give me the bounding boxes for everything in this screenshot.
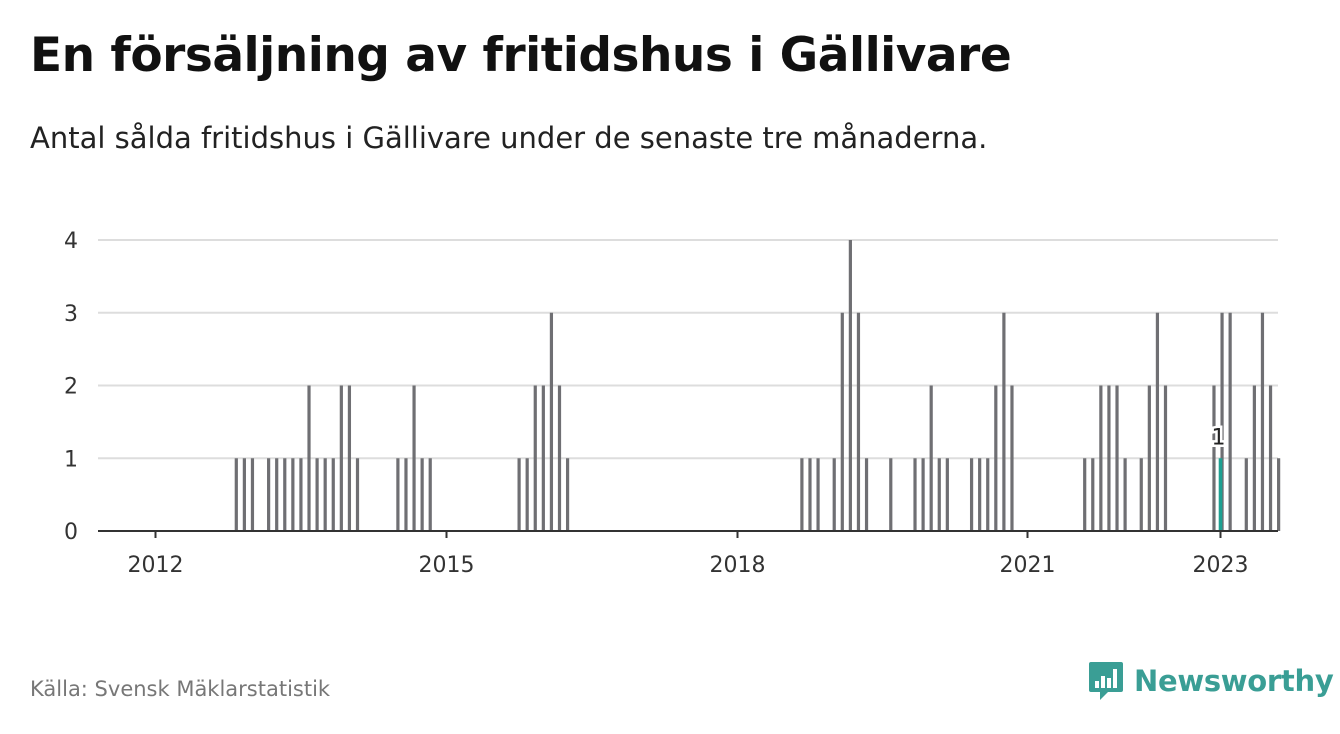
bar (1260, 312, 1265, 531)
highlight-value-label: 1 (1212, 425, 1226, 450)
brand-name: Newsworthy (1134, 664, 1334, 698)
bar (921, 458, 925, 531)
bar (275, 458, 279, 531)
bar (291, 458, 295, 531)
bar (848, 240, 852, 531)
x-tick-label: 2023 (1193, 553, 1249, 578)
chart-title: En försäljning av fritidshus i Gällivare (30, 28, 1012, 83)
bar (549, 312, 554, 531)
bar (315, 458, 319, 531)
bar (404, 458, 408, 531)
bar (1123, 458, 1127, 531)
bar (986, 458, 990, 531)
bar (1220, 312, 1224, 531)
bar (299, 458, 303, 531)
bar (355, 458, 360, 531)
bar (937, 458, 941, 531)
bar (856, 312, 861, 531)
y-tick-label: 1 (64, 447, 78, 472)
bar (323, 458, 327, 531)
bar (541, 385, 545, 531)
bar (557, 385, 562, 531)
bar (889, 458, 893, 531)
y-tick-label: 3 (64, 302, 78, 327)
bar (565, 458, 570, 531)
bar (347, 385, 352, 531)
bar (816, 458, 820, 531)
bar (1002, 312, 1006, 531)
x-tick-label: 2015 (419, 553, 475, 578)
bar (978, 458, 982, 531)
y-tick-label: 0 (64, 520, 78, 545)
bar (331, 458, 335, 531)
source-label: Källa: Svensk Mäklarstatistik (30, 677, 331, 701)
x-tick-label: 2012 (128, 553, 184, 578)
bar (420, 458, 424, 531)
bar (832, 458, 836, 531)
bar (1163, 385, 1168, 531)
bar (1277, 458, 1281, 531)
bar (1252, 385, 1256, 531)
newsworthy-icon (1089, 662, 1123, 700)
bar-highlight (1218, 458, 1223, 531)
chart-subtitle: Antal sålda fritidshus i Gällivare under… (30, 121, 988, 155)
bar (267, 458, 271, 531)
bar (994, 385, 998, 531)
bar (242, 458, 246, 531)
bar (339, 385, 343, 531)
bar (945, 458, 949, 531)
newsworthy-logo[interactable]: Newsworthy (1088, 660, 1334, 702)
bar (517, 458, 521, 531)
y-tick-label: 2 (64, 375, 78, 400)
bar (840, 312, 844, 531)
bar (913, 458, 917, 531)
y-tick-label: 4 (64, 229, 78, 254)
bar (428, 458, 432, 531)
bar (1099, 385, 1103, 531)
bar (396, 458, 400, 531)
bar (1115, 385, 1119, 531)
bar (864, 458, 869, 531)
bar (533, 385, 537, 531)
bar (1139, 458, 1143, 531)
x-tick-label: 2021 (1000, 553, 1056, 578)
bar (1083, 458, 1087, 531)
bar (283, 458, 287, 531)
bar (1212, 385, 1216, 531)
bar (1107, 385, 1111, 531)
bar (969, 458, 974, 531)
bar (1010, 385, 1014, 531)
bar (250, 458, 255, 531)
bar (1268, 385, 1273, 531)
bar (808, 458, 812, 531)
bar (412, 385, 416, 531)
bar (525, 458, 529, 531)
bar (1091, 458, 1095, 531)
x-tick-label: 2018 (710, 553, 766, 578)
bar (929, 385, 933, 531)
bar (800, 458, 804, 531)
bar (1244, 458, 1248, 531)
bar (234, 458, 238, 531)
bar (1228, 312, 1232, 531)
bar (1155, 312, 1160, 531)
bar (307, 385, 311, 531)
bar (1147, 385, 1151, 531)
